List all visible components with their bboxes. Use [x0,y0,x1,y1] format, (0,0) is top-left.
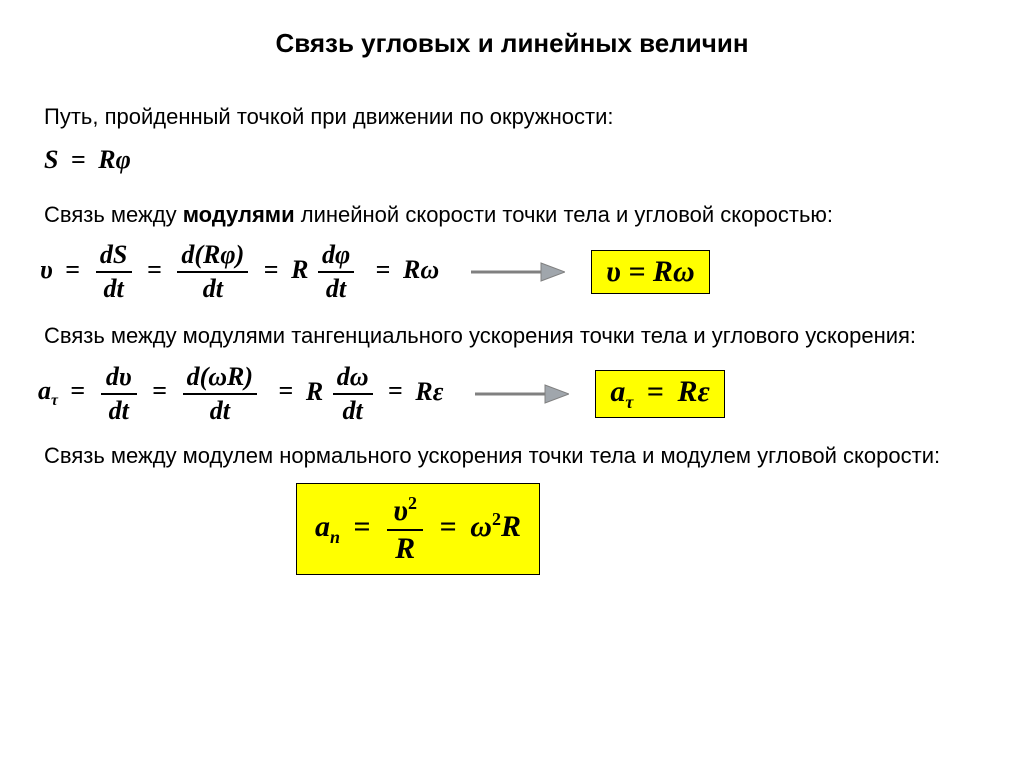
sym-Reps: Rε [415,376,443,405]
sub-n: n [330,527,340,547]
equals-icon: = [647,375,664,408]
num: υ2 [387,494,423,531]
derivation-velocity: υ = dS dt = d(Rφ) dt = R dφ dt = Rω [40,242,439,302]
sym-a-tau: aτ [38,376,64,405]
equals-icon: = [354,510,371,543]
frac-dphi-dt: dφ dt [318,242,354,302]
num: d(ωR) [183,364,257,395]
formula-path-row: S = Rφ [44,145,988,175]
frac-dRphi-dt: d(Rφ) dt [177,242,248,302]
frac-dw-dt: dω dt [333,364,373,424]
text-part-1: Связь между [44,202,183,227]
num: dS [96,242,132,273]
sym-a: a [610,375,625,408]
sym-Rphi: Rφ [98,145,131,174]
text-bold-modules: модулями [183,202,295,227]
sym-w: ω [470,510,492,543]
coef-R: R [306,376,323,405]
equals-icon: = [71,145,86,174]
text-part-2: линейной скорости точки тела и угловой с… [295,202,833,227]
sym-Rw: Rω [403,255,439,284]
equals-icon: = [376,255,391,284]
arrow-right-icon [473,380,569,408]
equals-icon: = [264,255,279,284]
sym-a: a [38,376,51,405]
sub-tau: τ [625,392,633,412]
sym-R: R [501,510,521,543]
den: dt [99,273,127,302]
den: dt [199,273,227,302]
frac-dS-dt: dS dt [96,242,132,302]
sym-v: υ [40,255,53,284]
den: dt [339,395,367,424]
highlight-v-eq-Rw: υ = Rω [591,250,710,294]
sup-2: 2 [408,493,417,513]
highlight-an-eq-v2R: an = υ2 R = ω2R [296,483,540,575]
coef-R: R [291,255,308,284]
den: dt [206,395,234,424]
equals-icon: = [440,510,457,543]
slide-root: Связь угловых и линейных величин Путь, п… [0,0,1024,613]
frac-dwR-dt: d(ωR) dt [183,364,257,424]
equals-icon: = [65,255,80,284]
highlight-atau-eq-Reps: aτ = Rε [595,370,724,418]
frac-dv-dt: dυ dt [101,364,137,424]
den: dt [105,395,133,424]
sub-tau: τ [51,393,58,410]
frac-v2-R: υ2 R [387,494,423,564]
equals-icon: = [388,376,403,405]
num: dυ [101,364,137,395]
equals-icon: = [279,376,294,405]
sup-2: 2 [492,509,501,529]
derivation-velocity-row: υ = dS dt = d(Rφ) dt = R dφ dt = Rω υ = [40,242,988,302]
derivation-accel-row: aτ = dυ dt = d(ωR) dt = R dω dt = Rε [38,364,988,424]
num: dφ [318,242,354,273]
equals-icon: = [147,255,162,284]
num: dω [333,364,373,395]
sym-v: υ [393,494,408,527]
sym-S: S [44,145,58,174]
paragraph-linear-angular-speed: Связь между модулями линейной скорости т… [44,201,988,229]
equals-icon: = [152,376,167,405]
sym-a: a [315,510,330,543]
arrow-right-icon [469,258,565,286]
num: d(Rφ) [177,242,248,273]
paragraph-path: Путь, пройденный точкой при движении по … [44,103,988,131]
highlight-normal-row: an = υ2 R = ω2R [296,483,988,575]
paragraph-normal-accel: Связь между модулем нормального ускорени… [44,442,988,470]
den: dt [322,273,350,302]
page-title: Связь угловых и линейных величин [36,28,988,59]
den: R [391,531,419,564]
sym-Reps: Rε [677,375,709,408]
derivation-accel: aτ = dυ dt = d(ωR) dt = R dω dt = Rε [38,364,443,424]
paragraph-tangential: Связь между модулями тангенциального уск… [44,322,988,350]
equals-icon: = [70,376,85,405]
formula-S-eq-Rphi: S = Rφ [44,145,131,175]
